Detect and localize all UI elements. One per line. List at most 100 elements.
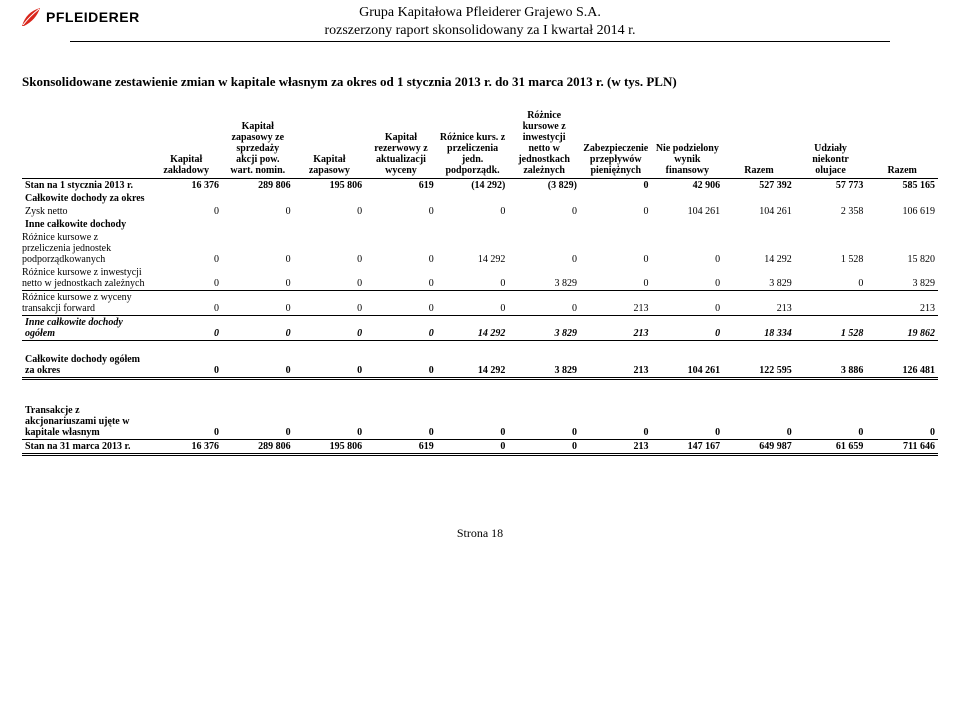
- cell: 147 167: [652, 440, 724, 455]
- cell: 106 619: [866, 205, 938, 218]
- cell: 289 806: [222, 440, 294, 455]
- col-9: Razem: [723, 108, 795, 179]
- cell: 0: [294, 316, 366, 341]
- cell: 0: [294, 205, 366, 218]
- cell: 213: [580, 316, 652, 341]
- row-label: Całkowite dochody za okres: [22, 192, 150, 205]
- cell: 0: [580, 231, 652, 266]
- header-line-2: rozszerzony raport skonsolidowany za I k…: [70, 22, 890, 40]
- cell: 0: [580, 179, 652, 193]
- cell: 0: [150, 316, 222, 341]
- cell: 711 646: [866, 440, 938, 455]
- col-5: Różnice kurs. z przeliczenia jedn. podpo…: [437, 108, 509, 179]
- cell: 61 659: [795, 440, 867, 455]
- cell: 3 829: [508, 353, 580, 379]
- cell: 0: [150, 266, 222, 291]
- table-row: Różnice kursowe z inwestycji netto w jed…: [22, 266, 938, 291]
- leaf-icon: [20, 6, 42, 28]
- cell: 126 481: [866, 353, 938, 379]
- cell: 3 829: [866, 266, 938, 291]
- row-label: Inne całkowite dochody: [22, 218, 150, 231]
- cell: 14 292: [723, 231, 795, 266]
- cell: 0: [795, 266, 867, 291]
- cell: 14 292: [437, 231, 509, 266]
- cell: 14 292: [437, 353, 509, 379]
- cell: 0: [222, 316, 294, 341]
- cell: 104 261: [723, 205, 795, 218]
- cell: 213: [580, 291, 652, 316]
- table-row: Inne całkowite dochody ogółem 0 0 0 0 14…: [22, 316, 938, 341]
- cell: 0: [508, 440, 580, 455]
- cell: 0: [437, 440, 509, 455]
- row-label: Różnice kursowe z inwestycji netto w jed…: [22, 266, 150, 291]
- brand-text: PFLEIDERER: [46, 9, 140, 25]
- cell: 3 829: [508, 266, 580, 291]
- cell: 0: [222, 353, 294, 379]
- cell: 42 906: [652, 179, 724, 193]
- cell: 0: [294, 231, 366, 266]
- table-row: Całkowite dochody ogółem za okres 0 0 0 …: [22, 353, 938, 379]
- cell: 57 773: [795, 179, 867, 193]
- cell: (14 292): [437, 179, 509, 193]
- col-7: Zabezpieczenie przepływów pieniężnych: [580, 108, 652, 179]
- row-label: Stan na 1 stycznia 2013 r.: [22, 179, 150, 193]
- cell: (3 829): [508, 179, 580, 193]
- cell: 3 886: [795, 353, 867, 379]
- cell: 213: [866, 291, 938, 316]
- cell: 0: [580, 205, 652, 218]
- cell: 0: [508, 231, 580, 266]
- cell: 289 806: [222, 179, 294, 193]
- equity-changes-table: Kapitał zakładowy Kapitał zapasowy ze sp…: [22, 108, 938, 456]
- cell: 15 820: [866, 231, 938, 266]
- cell: 104 261: [652, 353, 724, 379]
- cell: 0: [150, 231, 222, 266]
- cell: 0: [150, 205, 222, 218]
- cell: 1 528: [795, 231, 867, 266]
- row-label: Całkowite dochody ogółem za okres: [22, 353, 150, 379]
- cell: 0: [222, 291, 294, 316]
- row-label: Transakcje z akcjonariuszami ujęte w kap…: [22, 404, 150, 440]
- table-row: Stan na 31 marca 2013 r. 16 376 289 806 …: [22, 440, 938, 455]
- cell: 0: [294, 404, 366, 440]
- cell: 0: [294, 291, 366, 316]
- cell: 649 987: [723, 440, 795, 455]
- row-label: Różnice kursowe z wyceny transakcji forw…: [22, 291, 150, 316]
- table-row: Transakcje z akcjonariuszami ujęte w kap…: [22, 404, 938, 440]
- cell: 0: [294, 353, 366, 379]
- cell: 0: [222, 404, 294, 440]
- cell: 0: [365, 353, 437, 379]
- page-footer: Strona 18: [22, 456, 938, 541]
- cell: 18 334: [723, 316, 795, 341]
- cell: 2 358: [795, 205, 867, 218]
- cell: 619: [365, 179, 437, 193]
- col-4: Kapitał rezerwowy z aktualizacji wyceny: [365, 108, 437, 179]
- cell: 0: [294, 266, 366, 291]
- cell: 16 376: [150, 440, 222, 455]
- row-label: Zysk netto: [22, 205, 150, 218]
- cell: 0: [652, 266, 724, 291]
- cell: 0: [437, 266, 509, 291]
- cell: 0: [222, 231, 294, 266]
- col-6: Różnice kursowe z inwestycji netto w jed…: [508, 108, 580, 179]
- cell: 0: [365, 291, 437, 316]
- header-line-1: Grupa Kapitałowa Pfleiderer Grajewo S.A.: [70, 4, 890, 22]
- cell: 0: [508, 291, 580, 316]
- col-11: Razem: [866, 108, 938, 179]
- col-8: Nie podzielony wynik finansowy: [652, 108, 724, 179]
- cell: 0: [365, 266, 437, 291]
- table-row: Inne całkowite dochody: [22, 218, 938, 231]
- cell: 0: [652, 231, 724, 266]
- cell: 0: [437, 291, 509, 316]
- cell: 14 292: [437, 316, 509, 341]
- cell: 0: [580, 404, 652, 440]
- cell: [795, 291, 867, 316]
- cell: 0: [508, 404, 580, 440]
- col-10: Udziały niekontr olujace: [795, 108, 867, 179]
- cell: 122 595: [723, 353, 795, 379]
- col-blank: [22, 108, 150, 179]
- cell: 0: [365, 404, 437, 440]
- page-header: Grupa Kapitałowa Pfleiderer Grajewo S.A.…: [70, 0, 890, 42]
- cell: 0: [150, 353, 222, 379]
- col-1: Kapitał zakładowy: [150, 108, 222, 179]
- logo: PFLEIDERER: [20, 6, 140, 28]
